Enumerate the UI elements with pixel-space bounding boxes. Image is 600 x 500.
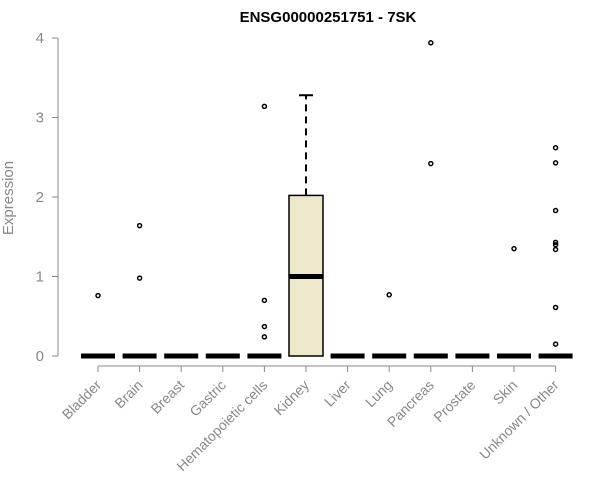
box-brain bbox=[122, 222, 157, 359]
x-tick-label: Bladder bbox=[59, 377, 105, 423]
x-tick-label: Lung bbox=[362, 377, 395, 410]
y-tick-label: 2 bbox=[36, 189, 44, 206]
outlier-point bbox=[552, 207, 559, 214]
y-tick-label: 0 bbox=[36, 348, 44, 365]
y-tick-label: 3 bbox=[36, 110, 44, 127]
y-axis: 0 1 2 3 4 bbox=[36, 30, 59, 365]
outlier-point bbox=[261, 103, 268, 110]
x-tick-label: Kidney bbox=[271, 377, 313, 419]
box-unknown-other bbox=[538, 144, 573, 359]
outlier-point bbox=[261, 297, 268, 304]
outlier-point bbox=[511, 245, 517, 252]
outlier-point bbox=[386, 292, 392, 298]
x-tick-label: Brain bbox=[111, 377, 145, 411]
x-tick-label: Unknown / Other bbox=[476, 377, 562, 463]
outlier-point bbox=[552, 341, 559, 347]
outlier-point bbox=[95, 292, 101, 299]
box-lung bbox=[372, 292, 407, 359]
outlier-point bbox=[552, 246, 559, 253]
outlier-point bbox=[261, 334, 268, 340]
outlier-point bbox=[552, 239, 559, 246]
outlier-point bbox=[552, 304, 559, 311]
box-bladder bbox=[81, 292, 115, 359]
chart-title: ENSG00000251751 - 7SK bbox=[240, 9, 417, 26]
outlier-point bbox=[136, 222, 143, 229]
x-tick-label: Skin bbox=[490, 377, 521, 408]
x-tick-label: Liver bbox=[321, 377, 354, 410]
box-hematopoietic-cells bbox=[247, 103, 282, 359]
y-tick-label: 4 bbox=[36, 30, 44, 47]
x-tick-label: Breast bbox=[147, 377, 187, 417]
outlier-point bbox=[136, 275, 143, 281]
outlier-point bbox=[552, 144, 559, 151]
outlier-point bbox=[261, 323, 268, 330]
x-tick-label: Prostate bbox=[430, 377, 478, 425]
box-pancreas bbox=[413, 40, 448, 359]
outlier-point bbox=[552, 241, 559, 248]
outlier-point bbox=[428, 160, 434, 167]
y-axis-label: Expression bbox=[0, 161, 17, 235]
y-tick-label: 1 bbox=[36, 269, 44, 286]
box-skin bbox=[497, 245, 531, 359]
outlier-point bbox=[428, 40, 434, 46]
outlier-point bbox=[552, 160, 559, 166]
box-kidney bbox=[288, 94, 324, 357]
boxes-group bbox=[81, 40, 573, 359]
